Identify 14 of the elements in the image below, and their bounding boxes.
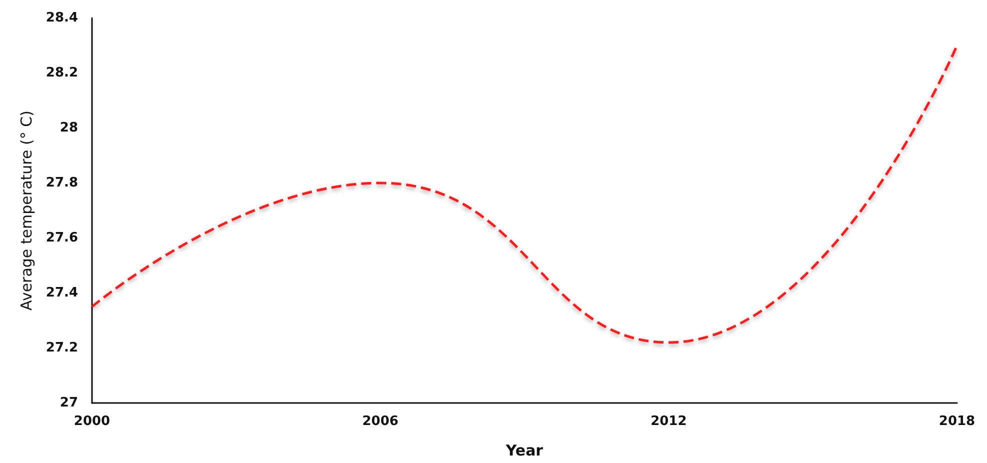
x-tick-label: 2000 (74, 414, 110, 429)
y-tick-label: 28 (60, 120, 78, 136)
y-tick-label: 27.2 (46, 340, 78, 356)
x-tick-label: 2006 (362, 414, 398, 429)
x-tick-label: 2012 (650, 414, 687, 429)
y-tick-label: 27.6 (46, 230, 78, 246)
x-axis-title: Year (504, 442, 544, 460)
x-tick-label: 2018 (938, 414, 976, 429)
y-tick-label: 28.4 (46, 10, 78, 26)
y-axis-title: Average temperature (° C) (18, 110, 36, 310)
y-tick-label: 27 (60, 396, 78, 410)
y-tick-label: 27.4 (46, 286, 78, 300)
y-tick-label: 28.2 (46, 66, 78, 80)
y-tick-label: 27.8 (46, 176, 78, 190)
